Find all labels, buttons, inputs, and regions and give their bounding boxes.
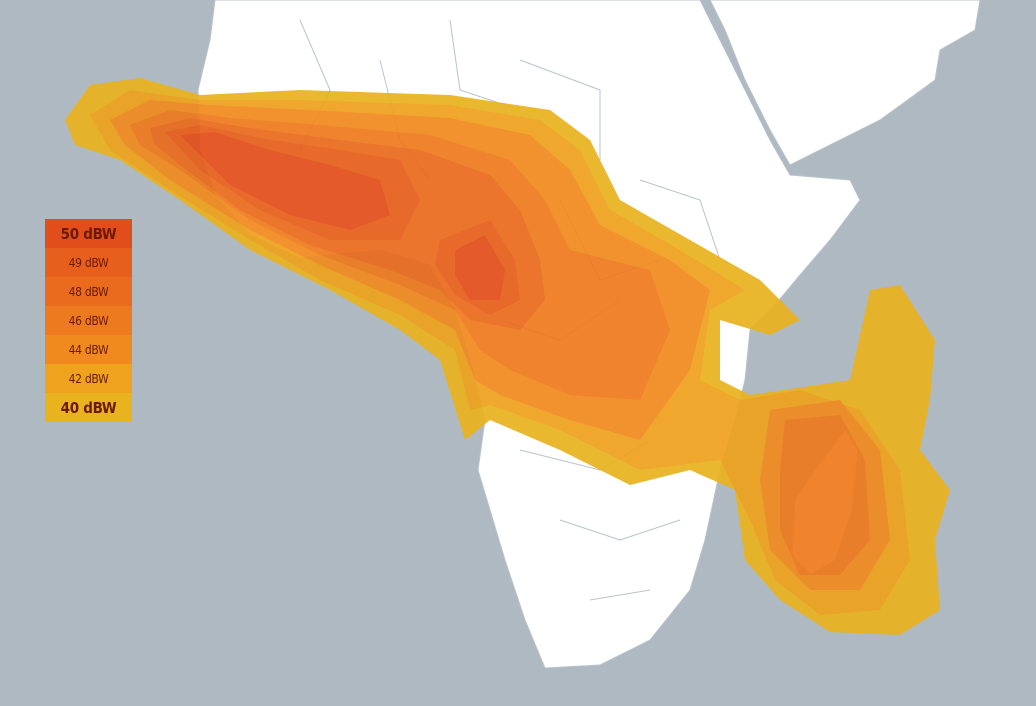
eirp-contours [65,78,950,635]
eirp-legend: 50 dBW 49 dBW 48 dBW 46 dBW 44 dBW 42 dB… [45,219,132,422]
legend-item-48: 48 dBW [45,277,132,306]
legend-item-46: 46 dBW [45,306,132,335]
legend-item-50: 50 dBW [45,219,132,248]
contour-50-dbw [180,132,505,300]
legend-item-44: 44 dBW [45,335,132,364]
legend-item-40: 40 dBW [45,393,132,422]
arabia-landmass [709,0,981,166]
legend-item-49: 49 dBW [45,248,132,277]
legend-item-42: 42 dBW [45,364,132,393]
